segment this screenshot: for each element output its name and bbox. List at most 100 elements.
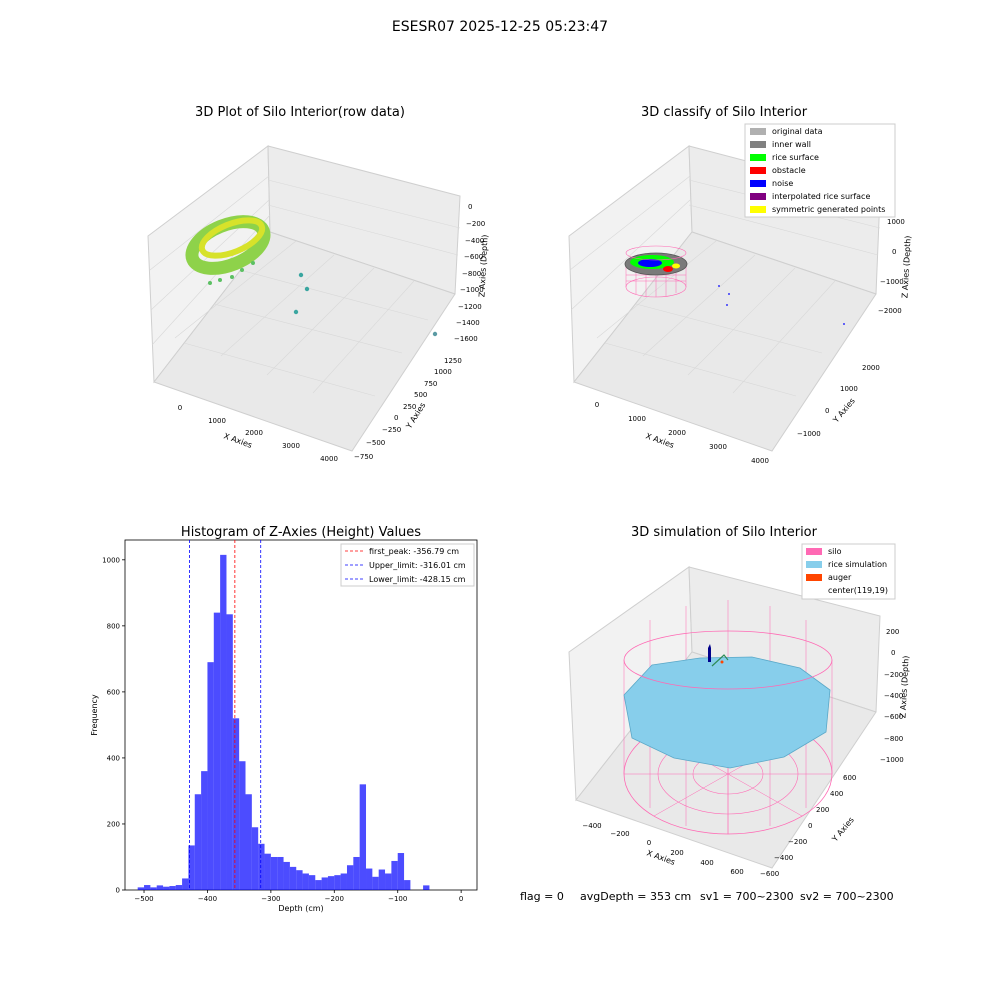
panel2-legend: original data inner wall rice surface ob…: [744, 123, 896, 218]
histogram-bar: [194, 794, 202, 890]
legend-label: first_peak: -356.79 cm: [369, 547, 459, 556]
histogram-ytick-label: 200: [107, 820, 120, 828]
panel1-ztick: −800: [462, 270, 481, 278]
histogram-ylabel: Frequency: [90, 694, 99, 736]
panel4-ztick: 200: [886, 628, 899, 636]
panel1-ytick: 1000: [434, 368, 452, 376]
legend-label: rice surface: [772, 153, 819, 162]
histogram-bar: [346, 865, 354, 890]
panel4-ztick: −1000: [880, 756, 904, 764]
panel2-ztick: 0: [892, 248, 896, 256]
auger-marker: [720, 660, 724, 664]
panel2-xtick: 1000: [628, 415, 646, 423]
panel1-zlabel: Z Axies (Depth): [477, 234, 489, 297]
panel1-xtick: 1000: [208, 417, 226, 425]
panel4-xtick: −200: [610, 830, 629, 838]
panel2-silo-top: [625, 245, 687, 261]
panel2-grid: [569, 175, 881, 397]
histogram-bar: [315, 880, 322, 890]
panel2-symmetric-points: [672, 263, 680, 269]
histogram-bar: [232, 718, 240, 890]
histogram-bar: [327, 876, 335, 890]
panel2-obstacle: [663, 266, 673, 272]
histogram-bar: [296, 870, 303, 890]
panel1-ztick: −1200: [458, 303, 482, 311]
histogram-bar: [258, 843, 265, 890]
panel1-ytick: −250: [382, 426, 401, 434]
panel4-ytick: 600: [843, 774, 856, 782]
panel4-ylabel: Y Axies: [830, 815, 856, 844]
panel4-ytick: 200: [816, 806, 829, 814]
panel1-ytick: 500: [414, 391, 427, 399]
panel1-points: [185, 215, 438, 337]
panel1-xtick: 0: [178, 404, 182, 412]
status-avg-depth: avgDepth = 353 cm: [580, 890, 691, 903]
histogram-bar: [150, 887, 157, 890]
histogram-bar: [321, 877, 328, 890]
panel1-point: [251, 261, 255, 265]
histogram-xtick-label: −300: [261, 895, 280, 903]
panel2-noise-cluster: [638, 259, 662, 267]
panel2-floor: [573, 231, 877, 452]
histogram-bar: [207, 662, 214, 890]
panel2-noise-point: [718, 285, 720, 287]
histogram-xtick-label: −200: [325, 895, 344, 903]
histogram-ytick-label: 800: [107, 622, 120, 630]
histogram-bar: [245, 794, 252, 890]
status-line: flag = 0 avgDepth = 353 cm sv1 = 700~230…: [520, 890, 894, 903]
panel2-ytick: −1000: [797, 430, 821, 438]
panel-classify-3d: 3D classify of Silo Interior: [568, 105, 913, 465]
panel1-xtick: 3000: [282, 442, 300, 450]
histogram-bar: [289, 866, 297, 890]
histogram-bar: [220, 554, 227, 890]
auger-arm: [711, 654, 729, 667]
histogram-xticks: −500 −400 −300 −200 −100 0: [134, 890, 463, 903]
histogram-bar: [423, 885, 430, 890]
panel2-legend-box: [744, 123, 896, 218]
panel1-point: [230, 275, 234, 279]
histogram-bar: [334, 875, 341, 890]
panel2-ytick: 0: [825, 407, 829, 415]
panel4-silo: [623, 600, 833, 835]
legend-label: center(119,19): [828, 586, 888, 595]
panel1-point-ring-top: [198, 217, 266, 259]
histogram-xlabel: Depth (cm): [278, 904, 323, 913]
panel2-xtick: 2000: [668, 429, 686, 437]
panel4-ytick: −600: [760, 870, 779, 878]
silo-top-ring: [623, 630, 833, 690]
panel1-point: [293, 309, 299, 315]
histogram-bar: [308, 875, 316, 890]
histogram-bar: [283, 861, 290, 890]
histogram-bar: [378, 869, 386, 890]
panel2-xtick: 4000: [751, 457, 769, 465]
histogram-bar: [188, 845, 195, 890]
panel1-ztick: −200: [466, 220, 485, 228]
legend-swatch-noise: [750, 180, 766, 187]
panel4-ytick: 400: [830, 790, 843, 798]
panel1-ytick: −750: [354, 453, 373, 461]
auger-pole: [708, 648, 711, 662]
panel1-ztick: −1400: [456, 319, 480, 327]
panel-simulation-3d: 3D simulation of Silo Interior: [568, 525, 911, 878]
panel4-xtick: 600: [730, 868, 743, 876]
panel1-point: [432, 331, 438, 337]
histogram-bar: [397, 853, 405, 890]
histogram-ytick-label: 0: [116, 887, 120, 895]
panel4-xtick: 400: [700, 859, 713, 867]
panel4-ztick: −200: [884, 671, 903, 679]
legend-swatch-symmetric: [750, 206, 766, 213]
histogram-ytick-label: 1000: [102, 556, 120, 564]
panel1-point: [218, 278, 222, 282]
histogram-xtick-label: −100: [388, 895, 407, 903]
auger-tip: [708, 644, 711, 648]
panel2-ztick: −1000: [880, 278, 904, 286]
panel4-xtick: 200: [670, 849, 683, 857]
panel1-ztick: 0: [468, 203, 472, 211]
histogram-ytick-label: 600: [107, 688, 120, 696]
panel4-xtick: −400: [582, 822, 601, 830]
panel1-ytick: −500: [366, 439, 385, 447]
histogram-bar: [264, 853, 271, 890]
panel1-ztick: −1000: [460, 286, 484, 294]
status-sv2: sv2 = 700~2300: [800, 890, 894, 903]
panel2-zlabel: Z Axies (Depth): [900, 235, 912, 298]
